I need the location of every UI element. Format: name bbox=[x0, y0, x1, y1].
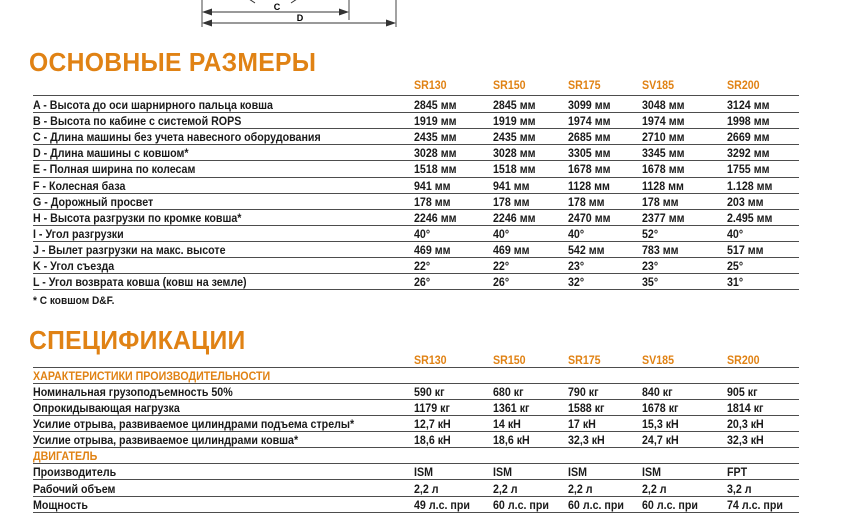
svg-text:C: C bbox=[274, 2, 281, 12]
svg-text:D: D bbox=[297, 13, 304, 23]
